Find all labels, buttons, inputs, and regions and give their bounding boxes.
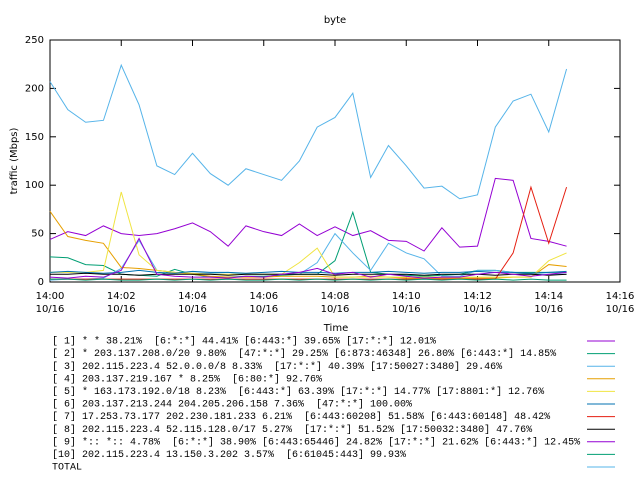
legend-label: [ 9] *:: *:: 4.78% [6:*:*] 38.90% [6:443… bbox=[52, 436, 580, 448]
y-tick-label: 100 bbox=[25, 180, 44, 191]
series-line bbox=[50, 278, 567, 281]
x-tick-label: 10/16 bbox=[36, 304, 65, 315]
x-tick-label: 10/16 bbox=[463, 304, 492, 315]
x-tick-label: 10/16 bbox=[392, 304, 421, 315]
x-tick-label: 10/16 bbox=[249, 304, 278, 315]
y-tick-label: 250 bbox=[25, 35, 44, 46]
y-tick-label: 50 bbox=[31, 229, 44, 240]
x-tick-label: 14:16 bbox=[606, 291, 635, 302]
x-tick-label: 10/16 bbox=[178, 304, 207, 315]
series-line bbox=[49, 237, 567, 279]
x-tick-label: 14:14 bbox=[534, 291, 563, 302]
legend-label: [ 5] * 163.173.192.0/18 8.23% [6:443:*] … bbox=[52, 386, 544, 398]
y-axis-label: traffic (Mbps) bbox=[9, 127, 20, 194]
series-line bbox=[49, 269, 567, 274]
legend-label: [ 8] 202.115.223.4 52.115.128.0/17 5.27%… bbox=[52, 424, 532, 436]
y-tick-label: 150 bbox=[25, 132, 44, 143]
legend-label: [ 6] 203.137.213.244 204.205.206.158 7.3… bbox=[52, 399, 412, 411]
x-tick-label: 10/16 bbox=[321, 304, 350, 315]
y-tick-label: 0 bbox=[38, 277, 44, 288]
x-axis-label: Time bbox=[323, 323, 348, 334]
x-tick-label: 10/16 bbox=[107, 304, 136, 315]
x-tick-label: 14:06 bbox=[249, 291, 278, 302]
legend-label: [ 1] * * 38.21% [6:*:*] 44.41% [6:443:*]… bbox=[52, 336, 436, 348]
legend-label: [ 7] 17.253.73.177 202.230.181.233 6.21%… bbox=[52, 411, 550, 423]
legend-label: [10] 202.115.223.4 13.150.3.202 3.57% [6… bbox=[52, 449, 406, 461]
x-tick-label: 14:02 bbox=[107, 291, 136, 302]
legend-label: TOTAL bbox=[52, 463, 82, 474]
legend-label: [ 4] 203.137.219.167 * 8.25% [6:80:*] 92… bbox=[52, 373, 322, 385]
x-tick-label: 10/16 bbox=[606, 304, 635, 315]
series-line bbox=[49, 211, 567, 279]
series-line bbox=[49, 177, 567, 252]
series-line bbox=[49, 63, 568, 200]
legend-label: [ 3] 202.115.223.4 52.0.0.0/8 8.33% [17:… bbox=[52, 361, 502, 373]
x-tick-label: 14:12 bbox=[463, 291, 492, 302]
x-tick-label: 14:00 bbox=[36, 291, 65, 302]
x-tick-label: 14:10 bbox=[392, 291, 421, 302]
chart-title: byte bbox=[324, 15, 346, 26]
x-tick-label: 10/16 bbox=[534, 304, 563, 315]
x-tick-label: 14:08 bbox=[321, 291, 350, 302]
x-tick-label: 14:04 bbox=[178, 291, 207, 302]
legend-label: [ 2] * 203.137.208.0/20 9.80% [47:*:*] 2… bbox=[52, 348, 556, 360]
y-tick-label: 200 bbox=[25, 83, 44, 94]
